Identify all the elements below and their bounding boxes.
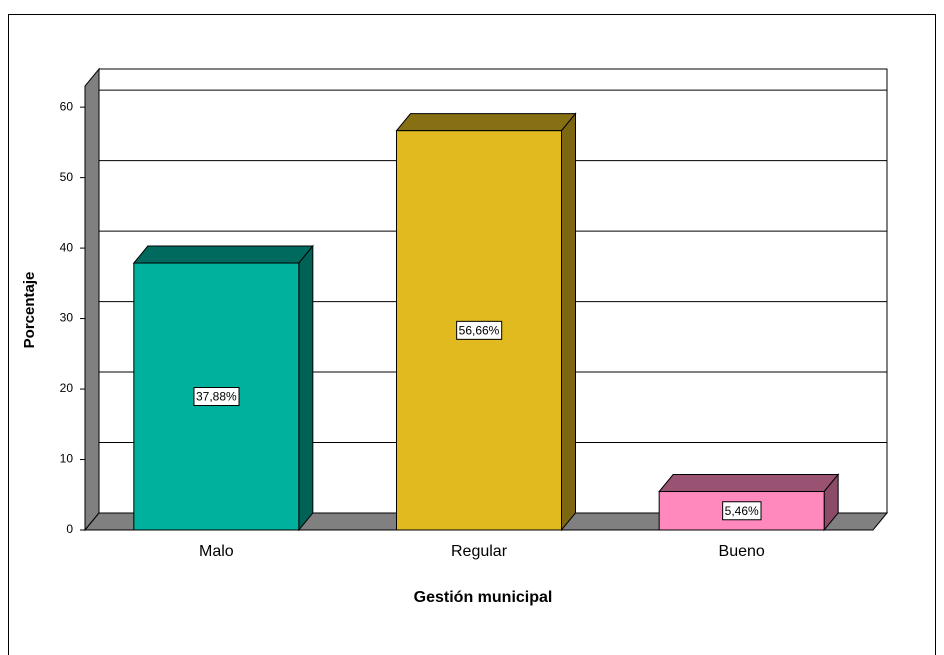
y-tick-label: 20 xyxy=(60,381,74,395)
left-wall xyxy=(84,67,100,532)
x-axis-label: Gestión municipal xyxy=(414,589,553,606)
y-axis-label: Porcentaje xyxy=(21,272,38,349)
bar-top xyxy=(132,245,314,264)
y-tick-label: 60 xyxy=(60,99,74,113)
y-tick-label: 40 xyxy=(60,240,74,254)
value-label-box xyxy=(456,320,503,340)
y-tick-label: 10 xyxy=(60,452,74,466)
y-tick-label: 0 xyxy=(66,522,73,536)
x-tick-label: Bueno xyxy=(719,543,765,560)
value-label-box xyxy=(193,387,240,407)
bar-top xyxy=(658,474,840,493)
value-label-box xyxy=(722,501,762,521)
bar-top xyxy=(395,113,577,132)
value-label: 37,88% xyxy=(196,390,237,404)
y-tick-label: 50 xyxy=(60,170,74,184)
value-label: 5,46% xyxy=(725,504,759,518)
bar-side xyxy=(561,112,576,532)
y-tick-label: 30 xyxy=(60,311,74,325)
x-tick-label: Malo xyxy=(199,543,234,560)
value-label: 56,66% xyxy=(459,324,500,338)
x-tick-label: Regular xyxy=(451,543,508,560)
bar-side xyxy=(298,244,314,532)
